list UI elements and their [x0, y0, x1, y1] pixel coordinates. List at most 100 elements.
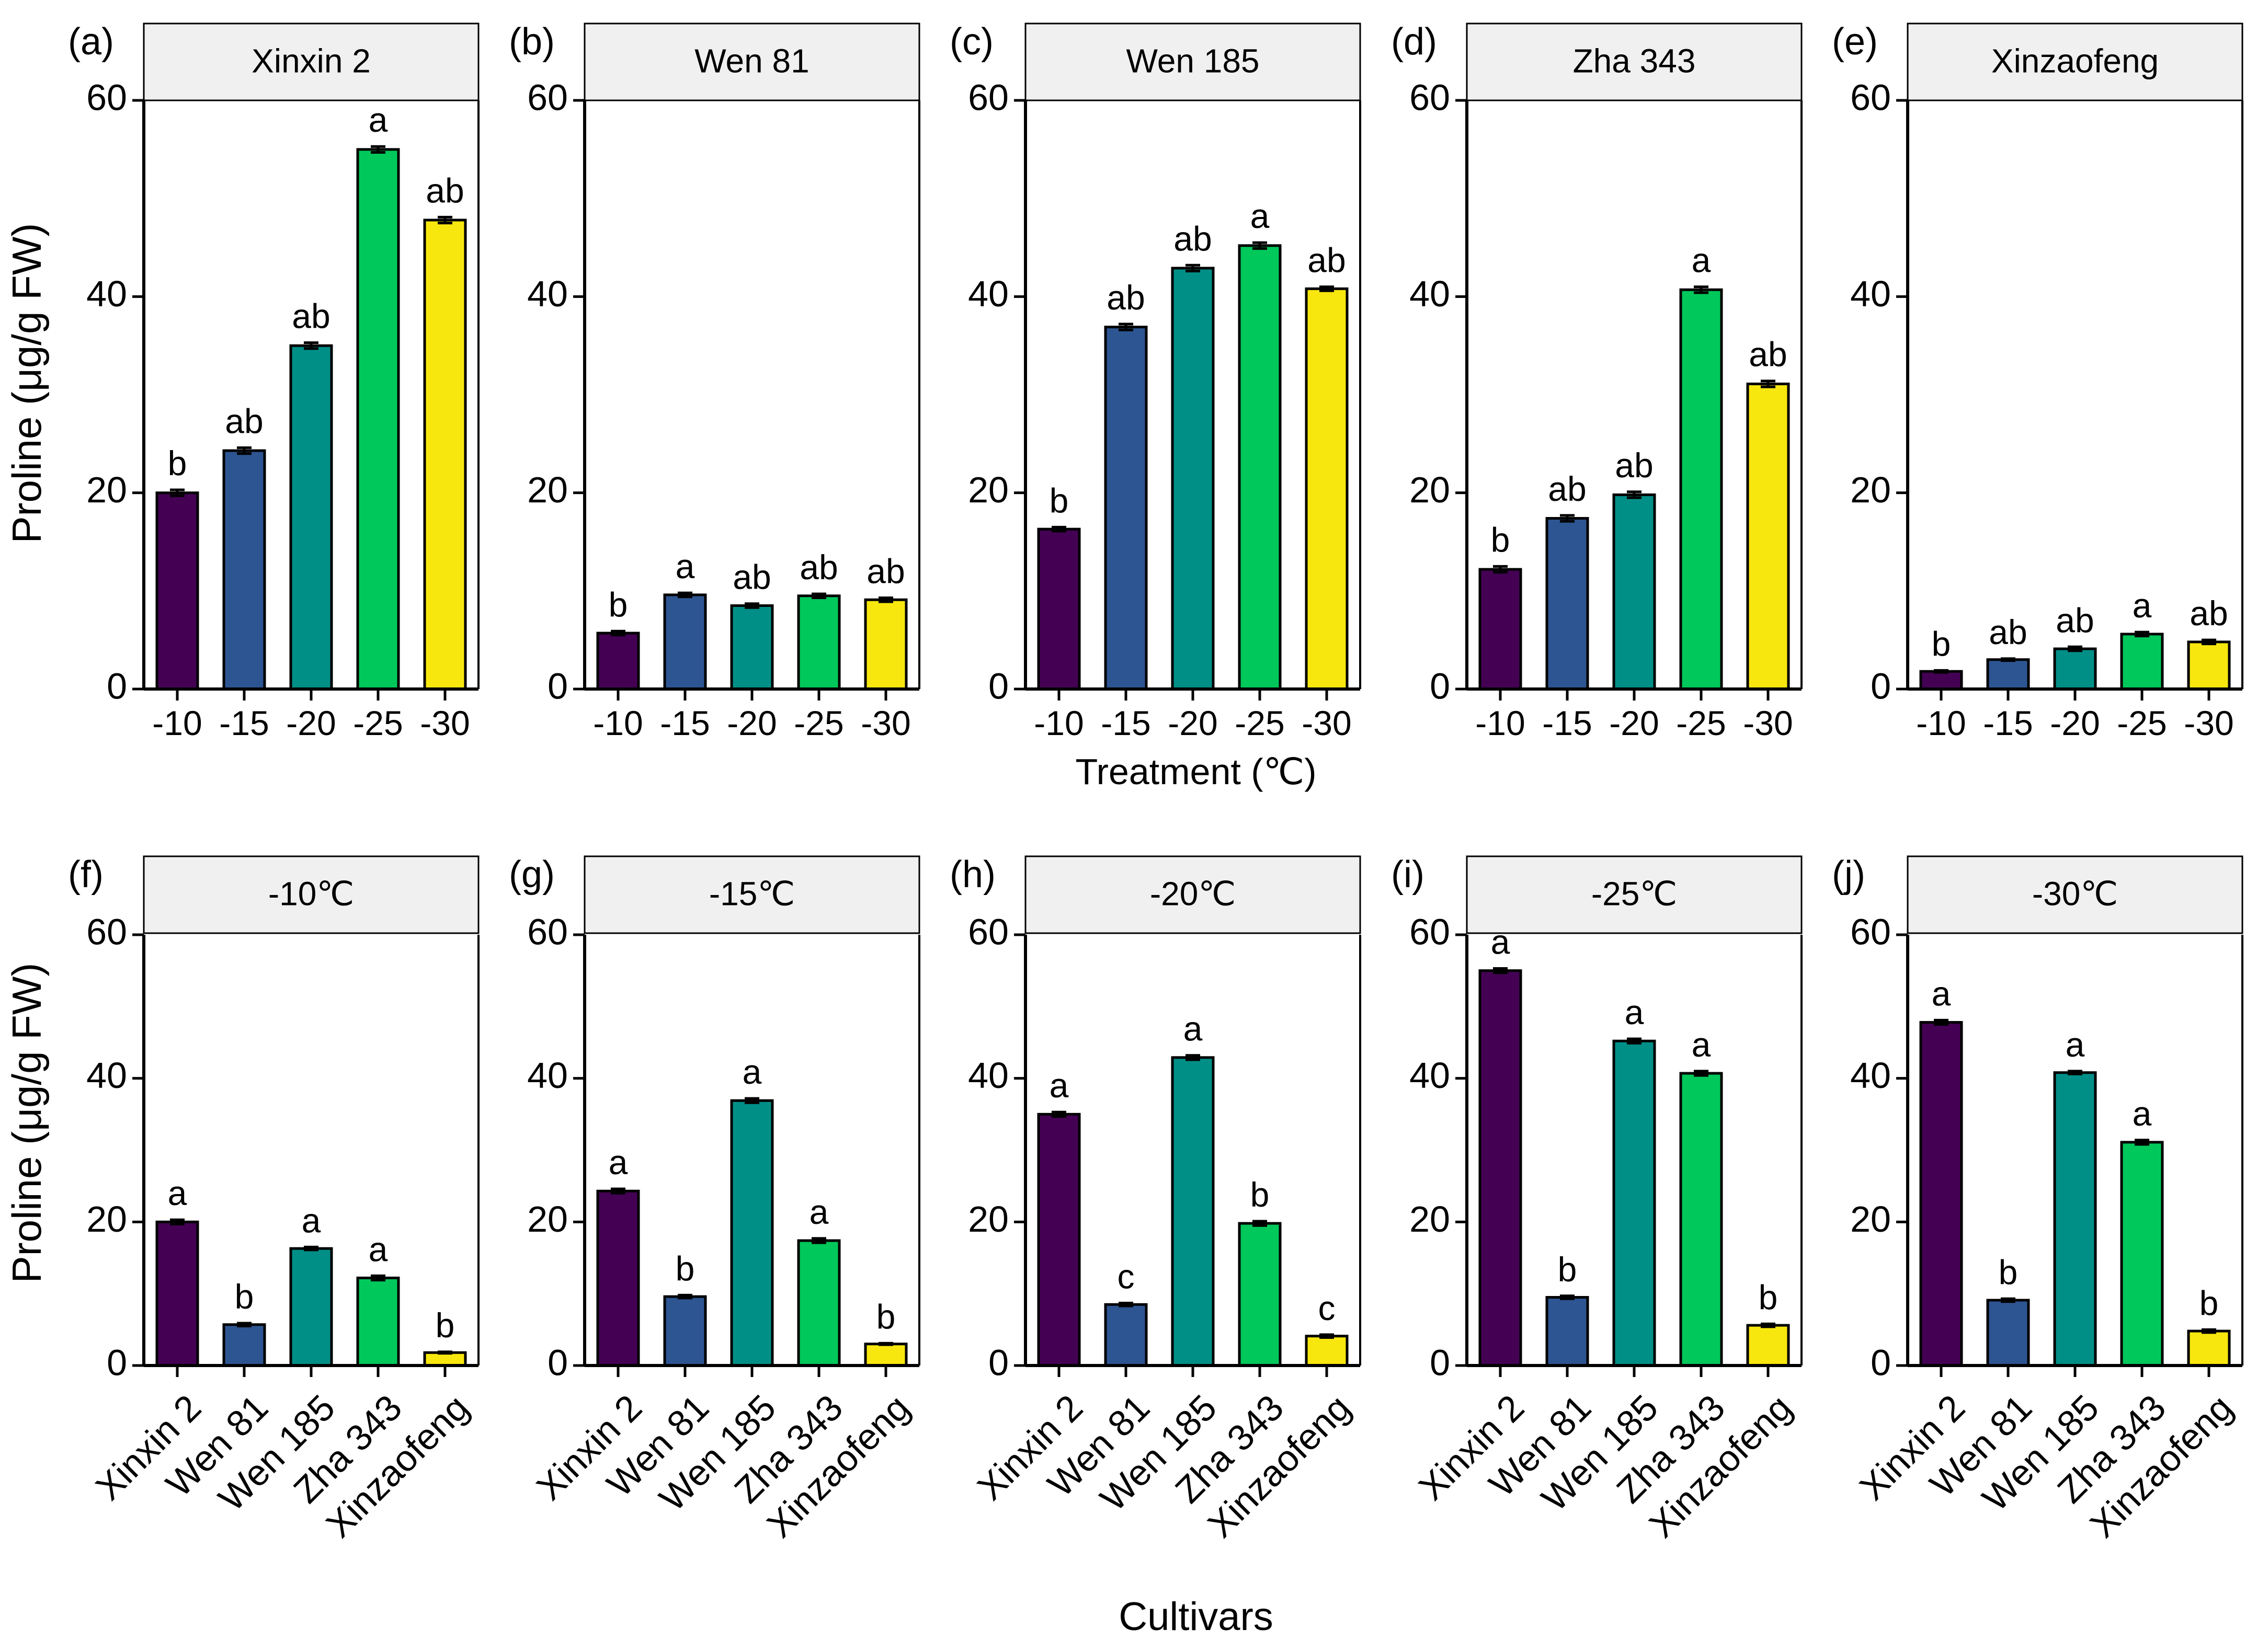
- bar: [423, 219, 467, 691]
- bar: [1545, 1296, 1589, 1367]
- significance-letter: a: [609, 1143, 628, 1181]
- strip-title: -25℃: [1591, 875, 1677, 912]
- significance-letter: ab: [733, 558, 771, 596]
- bar: [2120, 1141, 2164, 1367]
- y-tick-label: 60: [1850, 911, 1891, 952]
- panel-label: (a): [68, 21, 114, 63]
- strip-title: Xinxin 2: [252, 42, 371, 79]
- y-tick-label: 40: [86, 1055, 127, 1096]
- bar: [155, 491, 199, 691]
- significance-letter: a: [2066, 1025, 2085, 1064]
- significance-letter: ab: [867, 552, 905, 590]
- significance-letter: ab: [225, 401, 263, 440]
- x-tick-label: -10: [152, 704, 202, 742]
- bar: [730, 1099, 774, 1367]
- x-tick-label: -20: [1609, 704, 1659, 742]
- bottom-row-x-axis-title: Cultivars: [1119, 1594, 1273, 1639]
- bar: [2053, 1071, 2097, 1367]
- bar: [1478, 969, 1522, 1367]
- x-tick-label: -15: [1542, 704, 1592, 742]
- significance-letter: a: [1491, 923, 1510, 961]
- strip-title: Wen 185: [1126, 42, 1260, 79]
- strip-title: -20℃: [1150, 875, 1236, 912]
- significance-letter: b: [1491, 520, 1510, 559]
- x-tick-label: -15: [660, 704, 710, 742]
- strip-box: [143, 22, 480, 101]
- panel-label: (f): [68, 854, 104, 896]
- significance-letter: b: [168, 444, 187, 483]
- x-tick-label: -25: [1676, 704, 1726, 742]
- significance-letter: b: [609, 585, 628, 624]
- y-tick-label: 0: [548, 1342, 568, 1383]
- y-tick-label: 40: [527, 1055, 568, 1096]
- significance-letter: b: [1932, 624, 1951, 663]
- y-tick-label: 0: [1871, 1342, 1891, 1383]
- significance-letter: ab: [1989, 613, 2027, 651]
- y-tick-label: 20: [1850, 1199, 1891, 1240]
- significance-letter: ab: [1173, 219, 1212, 258]
- significance-letter: a: [369, 1230, 388, 1268]
- significance-letter: c: [1318, 1289, 1336, 1327]
- x-tick-label: -30: [1302, 704, 1351, 742]
- bar: [2187, 640, 2231, 691]
- strip-title: -10℃: [268, 875, 354, 912]
- bar: [1037, 527, 1081, 691]
- significance-letter: ab: [1107, 278, 1145, 317]
- strip-title: Zha 343: [1573, 42, 1696, 79]
- y-tick-label: 0: [1430, 666, 1450, 706]
- significance-letter: ab: [800, 548, 838, 587]
- significance-letter: a: [2133, 1094, 2152, 1133]
- x-tick-label: -25: [794, 704, 843, 742]
- bar: [1305, 287, 1349, 691]
- bar: [1171, 267, 1215, 691]
- panel-label: (e): [1832, 21, 1878, 63]
- significance-letter: ab: [426, 171, 464, 210]
- bar: [730, 604, 774, 691]
- x-tick-label: -10: [1916, 704, 1966, 742]
- y-tick-label: 20: [1409, 469, 1450, 510]
- panel-label: (b): [509, 21, 555, 63]
- y-tick-label: 20: [527, 1199, 568, 1240]
- bar: [1986, 658, 2030, 691]
- significance-letter: ab: [2190, 594, 2228, 633]
- bar: [1612, 493, 1656, 691]
- y-tick-label: 60: [86, 77, 127, 118]
- bar: [1545, 517, 1589, 691]
- bar: [2053, 647, 2097, 691]
- bar: [2120, 633, 2164, 691]
- strip-box: [584, 855, 920, 934]
- bar: [864, 598, 908, 691]
- significance-letter: a: [2133, 586, 2152, 625]
- y-tick-label: 60: [1850, 77, 1891, 118]
- x-tick-label: -20: [727, 704, 777, 742]
- bar: [1919, 1021, 1963, 1367]
- significance-letter: b: [2199, 1283, 2219, 1322]
- y-tick-label: 20: [1409, 1199, 1450, 1240]
- strip-title: -30℃: [2032, 875, 2118, 912]
- x-tick-label: -30: [861, 704, 910, 742]
- bar: [864, 1343, 908, 1367]
- panel-label: (c): [950, 21, 994, 63]
- significance-letter: b: [676, 1249, 695, 1288]
- x-tick-label: -15: [1983, 704, 2033, 742]
- bar: [356, 1276, 400, 1367]
- bar: [1104, 326, 1148, 691]
- y-tick-label: 0: [107, 666, 127, 706]
- significance-letter: b: [1050, 481, 1069, 520]
- significance-letter: a: [1250, 197, 1270, 235]
- significance-letter: a: [743, 1052, 762, 1091]
- significance-letter: ab: [1548, 469, 1586, 508]
- x-tick-label: -15: [1101, 704, 1150, 742]
- bar: [1037, 1112, 1081, 1367]
- bar: [1746, 382, 1790, 691]
- panel-label: (j): [1832, 854, 1865, 896]
- significance-letter: a: [810, 1192, 829, 1231]
- strip-title: -15℃: [709, 875, 795, 912]
- bar: [1919, 670, 1963, 691]
- x-tick-label: -30: [420, 704, 470, 742]
